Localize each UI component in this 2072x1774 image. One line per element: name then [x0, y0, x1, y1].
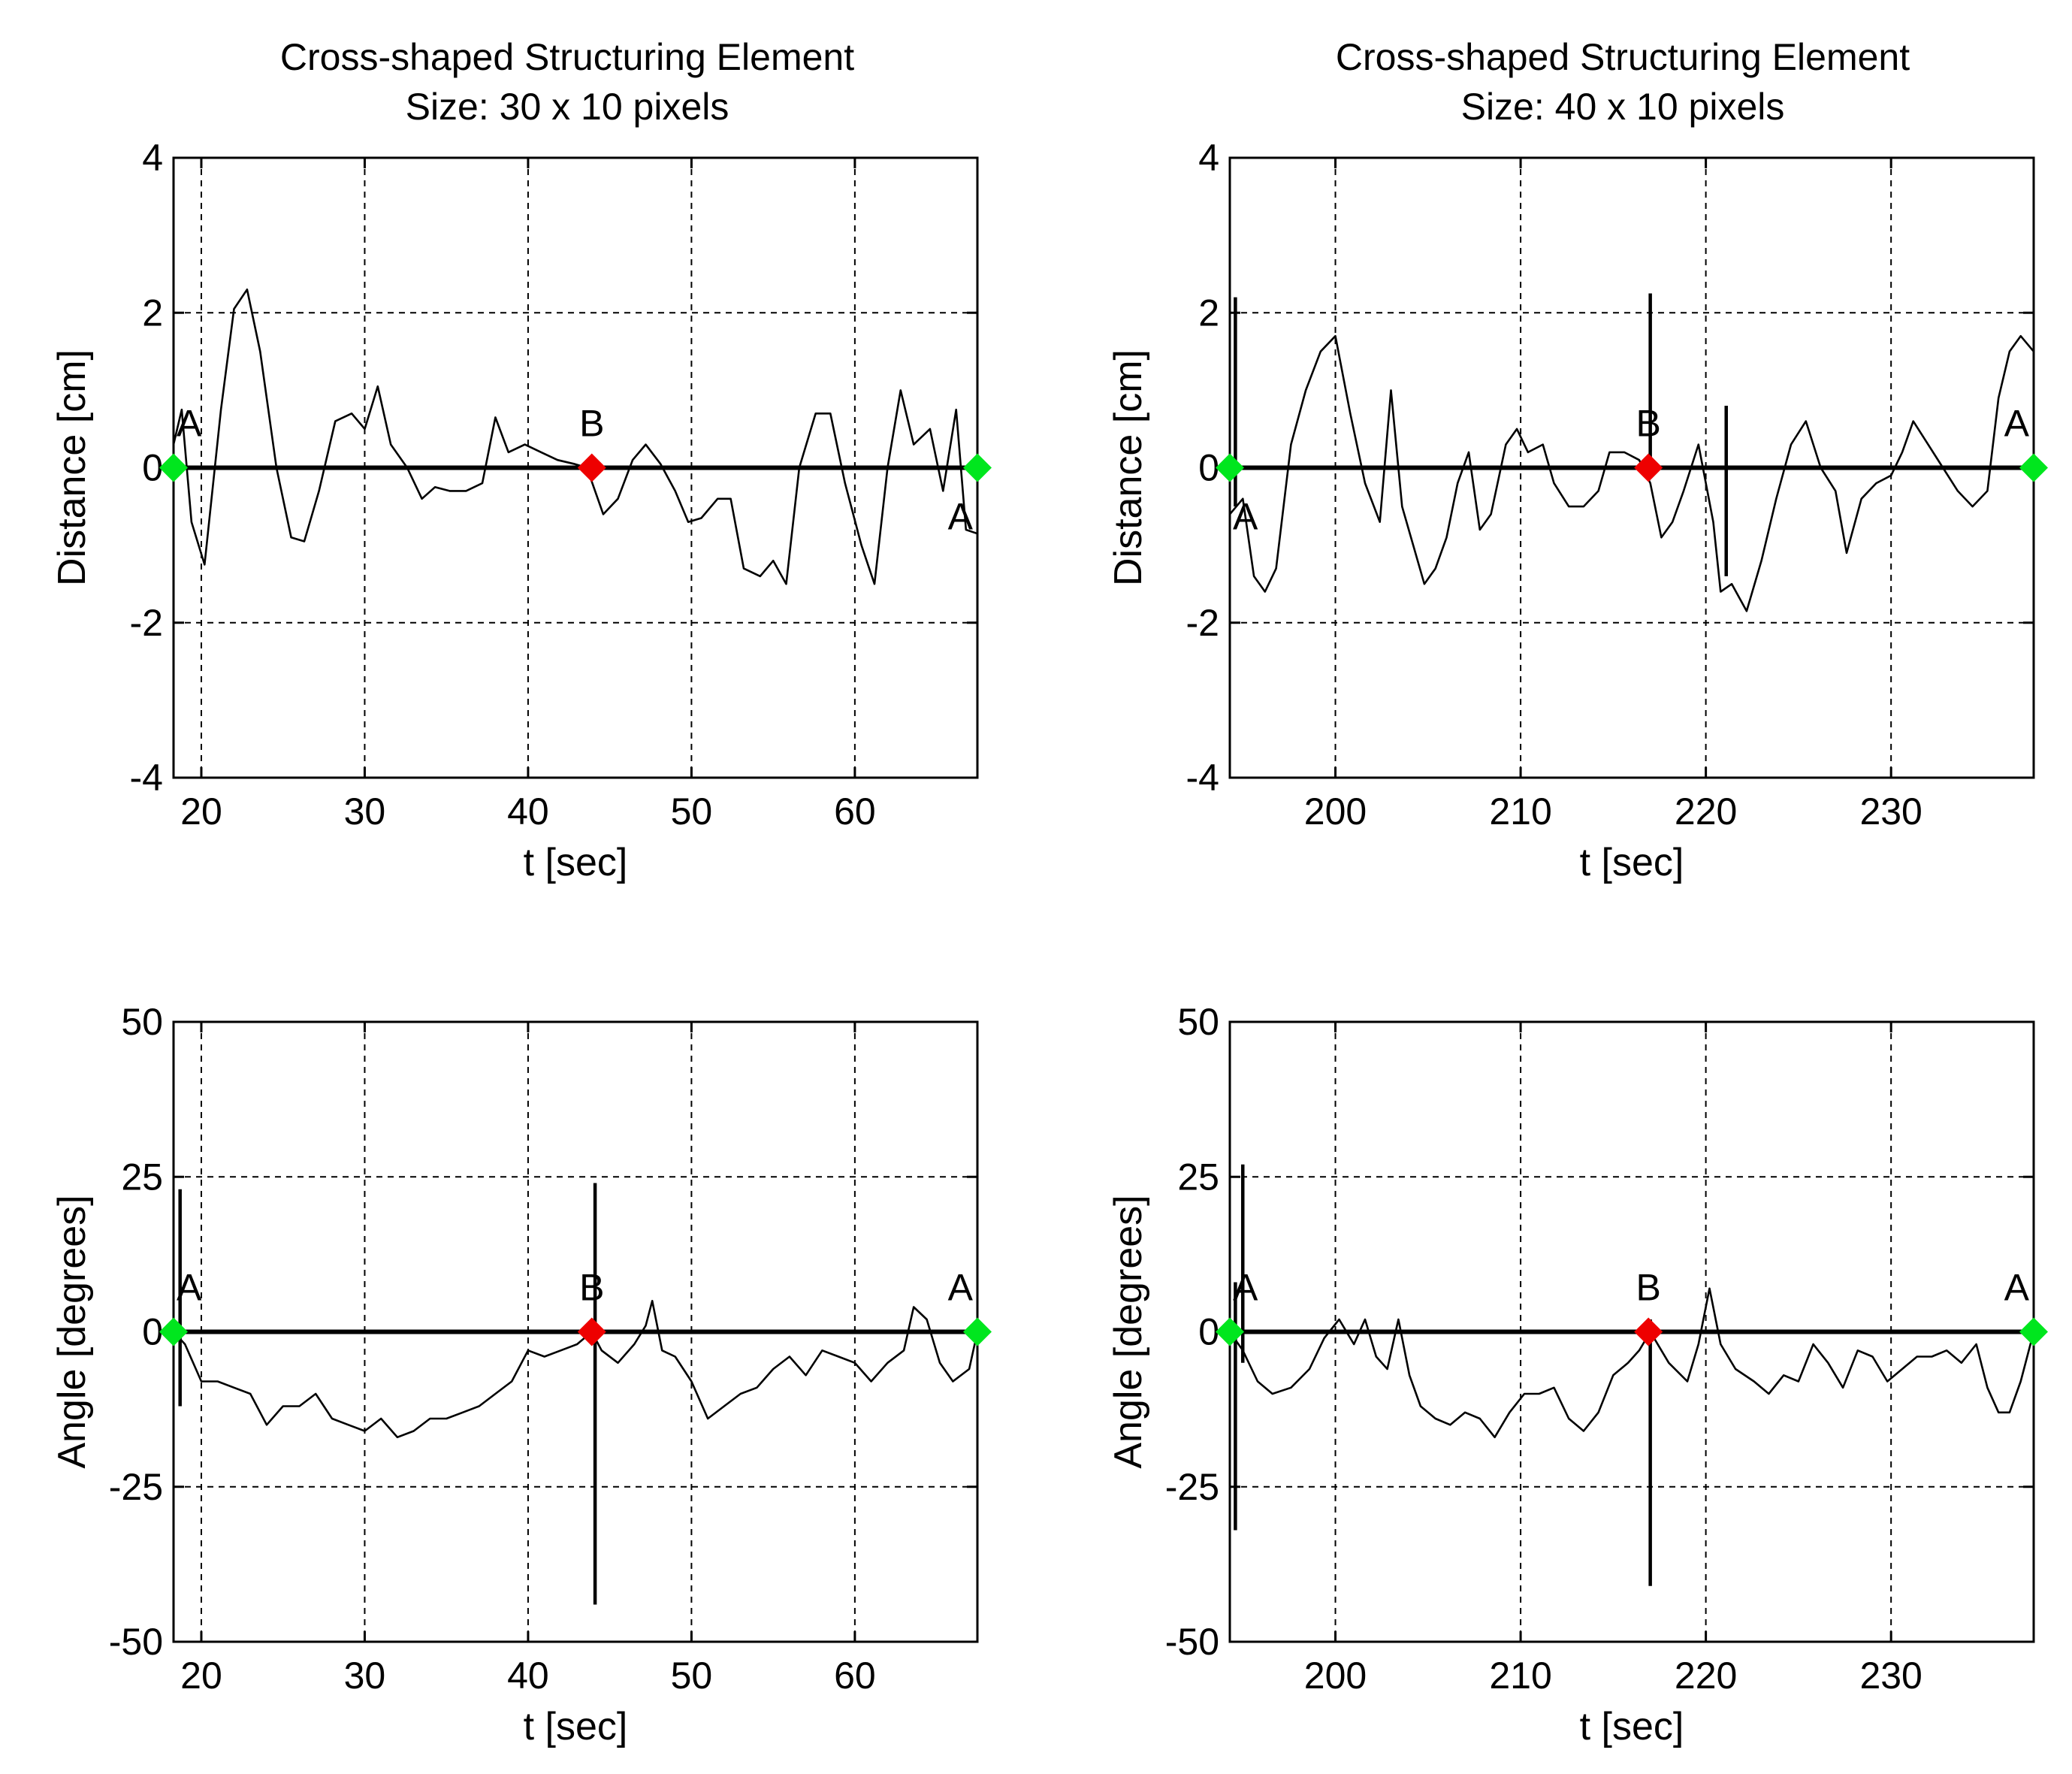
chart-2-x-tick-label-3: 50 — [671, 1655, 713, 1697]
chart-3-y-tick-label-1: -25 — [1165, 1466, 1219, 1508]
chart-0-x-tick-label-1: 30 — [344, 790, 386, 833]
chart-1-y-tick-label-0: -4 — [1186, 757, 1219, 799]
chart-0-x-tick-label-0: 20 — [180, 790, 222, 833]
chart-3-y-axis-label: Angle [degrees] — [1107, 1195, 1150, 1468]
title-right-line2: Size: 40 x 10 pixels — [1461, 86, 1785, 128]
chart-0-marker-label-B-1: B — [579, 403, 604, 445]
chart-3-x-tick-label-3: 230 — [1859, 1655, 1922, 1697]
chart-0-marker-label-A-2: A — [948, 496, 974, 538]
chart-3-x-tick-label-0: 200 — [1304, 1655, 1367, 1697]
chart-2-y-tick-label-1: -25 — [109, 1466, 163, 1508]
chart-1-marker-label-A-0: A — [1233, 496, 1258, 538]
chart-1-y-tick-label-3: 2 — [1198, 292, 1219, 334]
chart-2-x-tick-label-1: 30 — [344, 1655, 386, 1697]
chart-3-x-axis-label: t [sec] — [1580, 1705, 1684, 1748]
chart-1-y-tick-label-4: 4 — [1198, 137, 1219, 179]
chart-1-x-tick-label-2: 220 — [1675, 790, 1737, 833]
chart-1-x-tick-label-3: 230 — [1859, 790, 1922, 833]
chart-3-marker-A-0 — [1216, 1317, 1244, 1346]
chart-3-marker-label-B-1: B — [1636, 1267, 1661, 1309]
chart-0-y-tick-label-3: 2 — [142, 292, 163, 334]
chart-3-marker-A-2 — [2019, 1317, 2048, 1346]
title-left-line1: Cross-shaped Structuring Element — [280, 36, 854, 78]
chart-2-trace — [173, 1300, 979, 1439]
chart-3-y-tick-label-3: 25 — [1177, 1156, 1219, 1198]
chart-3-marker-label-A-0: A — [1233, 1267, 1258, 1309]
chart-1-x-tick-label-0: 200 — [1304, 790, 1367, 833]
chart-0-y-tick-label-4: 4 — [142, 137, 163, 179]
chart-2-x-axis-label: t [sec] — [524, 1705, 628, 1748]
chart-2-marker-A-0 — [159, 1317, 188, 1346]
chart-3-x-tick-label-2: 220 — [1675, 1655, 1737, 1697]
chart-1-x-axis-label: t [sec] — [1580, 841, 1684, 884]
chart-1-y-axis-label: Distance [cm] — [1107, 349, 1150, 586]
chart-0-marker-B-1 — [577, 453, 606, 482]
chart-2-y-axis-label: Angle [degrees] — [50, 1195, 94, 1468]
chart-2-marker-label-A-0: A — [177, 1267, 202, 1309]
chart-3-marker-B-1 — [1634, 1317, 1663, 1346]
chart-2-x-tick-label-0: 20 — [180, 1655, 222, 1697]
chart-2-y-tick-label-4: 50 — [121, 1001, 163, 1043]
chart-3-x-tick-label-1: 210 — [1489, 1655, 1551, 1697]
chart-0-y-axis-label: Distance [cm] — [50, 349, 94, 586]
chart-0-y-tick-label-0: -4 — [130, 757, 163, 799]
chart-0-x-tick-label-3: 50 — [671, 790, 713, 833]
chart-0-marker-A-0 — [159, 453, 188, 482]
chart-1-marker-A-2 — [2019, 453, 2048, 482]
chart-2-y-tick-label-0: -50 — [109, 1621, 163, 1663]
chart-1-x-tick-label-1: 210 — [1489, 790, 1551, 833]
chart-2-marker-B-1 — [577, 1317, 606, 1346]
title-left-line2: Size: 30 x 10 pixels — [406, 86, 729, 128]
chart-1-marker-label-B-1: B — [1636, 403, 1661, 445]
chart-3-y-tick-label-4: 50 — [1177, 1001, 1219, 1043]
chart-2-marker-label-A-2: A — [948, 1267, 974, 1309]
chart-2-marker-label-B-1: B — [579, 1267, 604, 1309]
chart-0-marker-label-A-0: A — [177, 403, 202, 445]
chart-2-marker-A-2 — [963, 1317, 992, 1346]
chart-2-x-tick-label-2: 40 — [507, 1655, 549, 1697]
chart-2-y-tick-label-3: 25 — [121, 1156, 163, 1198]
chart-3-trace — [1228, 1287, 2035, 1439]
chart-3-marker-label-A-2: A — [2004, 1267, 2030, 1309]
chart-0-y-tick-label-1: -2 — [130, 602, 163, 644]
chart-0-x-tick-label-4: 60 — [834, 790, 876, 833]
chart-0-x-axis-label: t [sec] — [524, 841, 628, 884]
chart-3-y-tick-label-0: -50 — [1165, 1621, 1219, 1663]
chart-2-x-tick-label-4: 60 — [834, 1655, 876, 1697]
chart-1-marker-label-A-2: A — [2004, 403, 2030, 445]
chart-0-x-tick-label-2: 40 — [507, 790, 549, 833]
chart-0-trace — [172, 289, 978, 585]
chart-1-trace — [1229, 334, 2034, 612]
chart-1-marker-B-1 — [1634, 453, 1663, 482]
chart-0-marker-A-2 — [963, 453, 992, 482]
title-right-line1: Cross-shaped Structuring Element — [1336, 36, 1910, 78]
chart-1-y-tick-label-1: -2 — [1186, 602, 1219, 644]
chart-1-marker-A-0 — [1216, 453, 1244, 482]
